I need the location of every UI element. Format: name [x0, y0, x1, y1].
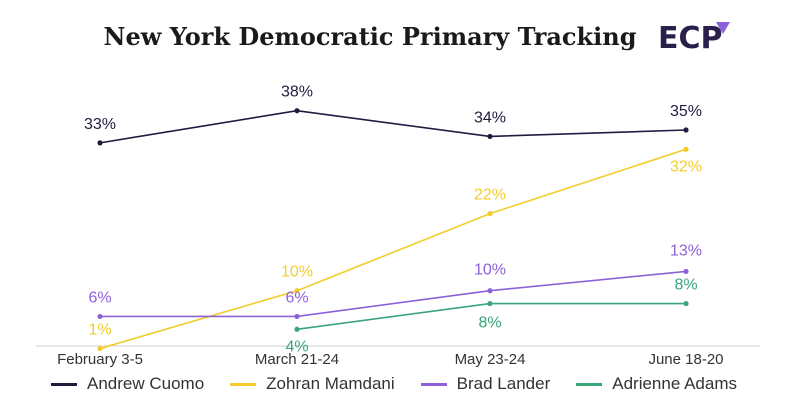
data-point-adrienne-adams: [487, 300, 493, 307]
legend-swatch: [420, 382, 447, 386]
legend: Andrew Cuomo Zohran Mamdani Brad Lander Adr…: [0, 374, 788, 394]
data-label-adrienne-adams: 4%: [285, 338, 308, 355]
data-point-brad-lander: [683, 268, 689, 275]
data-point-brad-lander: [294, 313, 300, 320]
legend-item-brad-lander: Brad Lander: [420, 374, 551, 394]
x-tick-label: March 21-24: [255, 351, 339, 368]
data-point-andrew-cuomo: [683, 127, 689, 133]
legend-label: Brad Lander: [456, 374, 551, 393]
data-label-adrienne-adams: 8%: [478, 315, 501, 332]
legend-label: Andrew Cuomo: [86, 374, 205, 393]
ecp-logo: ECP: [658, 21, 730, 56]
data-label-brad-lander: 6%: [88, 289, 111, 306]
x-tick-label: June 18-20: [648, 351, 723, 368]
data-label-andrew-cuomo: 33%: [84, 116, 116, 133]
data-label-andrew-cuomo: 35%: [670, 103, 702, 120]
data-point-brad-lander: [487, 288, 493, 294]
data-point-brad-lander: [97, 313, 103, 320]
series-line-brad-lander: [100, 270, 687, 318]
data-label-adrienne-adams: 8%: [674, 277, 697, 294]
data-label-brad-lander: 6%: [285, 289, 308, 306]
chart-title: New York Democratic Primary Tracking: [103, 22, 637, 51]
data-label-zohran-mamdani: 22%: [474, 187, 506, 204]
legend-swatch: [576, 382, 603, 386]
data-point-andrew-cuomo: [97, 140, 103, 146]
svg-text:ECP: ECP: [658, 21, 723, 56]
legend-swatch: [50, 382, 77, 386]
data-point-zohran-mamdani: [683, 146, 689, 152]
data-label-zohran-mamdani: 10%: [281, 264, 313, 281]
legend-label: Adrienne Adams: [612, 374, 737, 393]
data-point-adrienne-adams: [294, 326, 300, 332]
series-line-zohran-mamdani: [99, 148, 687, 350]
data-point-andrew-cuomo: [294, 108, 300, 114]
x-tick-label: May 23-24: [455, 351, 526, 368]
legend-swatch: [230, 382, 257, 386]
legend-item-andrew-cuomo: Andrew Cuomo: [50, 374, 205, 394]
data-point-zohran-mamdani: [487, 210, 493, 217]
data-point-zohran-mamdani: [294, 288, 300, 294]
data-label-brad-lander: 13%: [670, 242, 702, 259]
data-label-zohran-mamdani: 1%: [88, 322, 111, 339]
data-label-andrew-cuomo: 38%: [281, 84, 313, 101]
line-chart: 33%38%34% 35%1%10%22%32%6% 6%10%13%4%8%8% …: [36, 84, 760, 368]
data-point-adrienne-adams: [683, 300, 689, 307]
legend-item-adrienne-adams: Adrienne Adams: [576, 374, 737, 394]
series-line-andrew-cuomo: [99, 109, 687, 144]
data-label-brad-lander: 10%: [474, 262, 506, 279]
legend-label: Zohran Mamdani: [266, 374, 395, 393]
data-point-andrew-cuomo: [487, 133, 493, 140]
data-label-andrew-cuomo: 34%: [474, 109, 506, 126]
legend-item-zohran-mamdani: Zohran Mamdani: [230, 374, 395, 394]
x-tick-label: February 3-5: [57, 351, 143, 368]
data-label-zohran-mamdani: 32%: [670, 158, 702, 175]
data-point-zohran-mamdani: [97, 345, 103, 352]
